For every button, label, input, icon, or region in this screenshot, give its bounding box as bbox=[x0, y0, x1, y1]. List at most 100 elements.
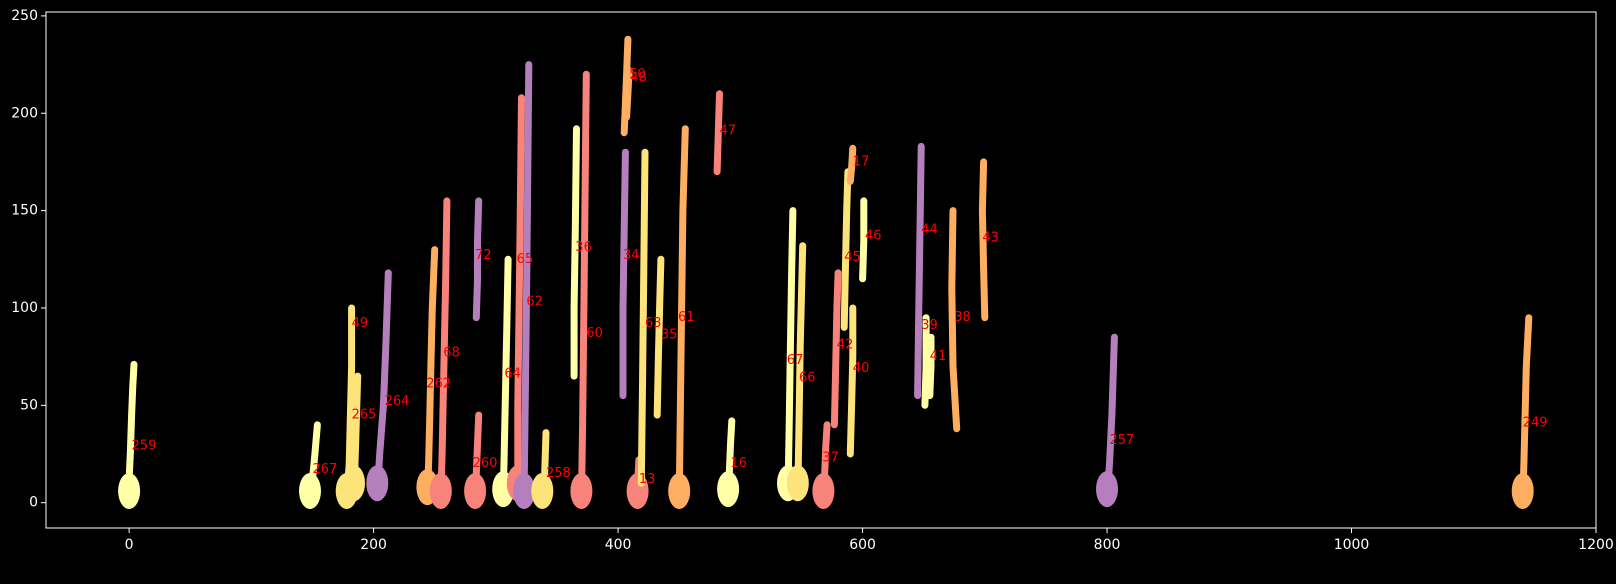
track-label: 34 bbox=[623, 248, 640, 263]
x-tick-label: 1000 bbox=[1334, 537, 1370, 553]
track-stroke bbox=[570, 125, 580, 380]
track-labels: 259 267 49 265 264 262 68 260 72 64 65 62 258 36 60 34 5… bbox=[132, 67, 1548, 487]
track-label: 40 bbox=[853, 361, 870, 376]
track-label: 16 bbox=[731, 456, 748, 471]
track-base bbox=[118, 473, 141, 509]
track-base bbox=[1096, 471, 1118, 508]
track-stroke bbox=[472, 197, 483, 322]
track-37 bbox=[812, 421, 835, 509]
track-stroke bbox=[926, 333, 935, 400]
y-tick-label: 250 bbox=[11, 8, 38, 24]
y-tick-label: 150 bbox=[11, 203, 38, 219]
track-stroke bbox=[830, 269, 842, 429]
track-63 bbox=[637, 148, 649, 487]
track-17 bbox=[846, 144, 857, 185]
track-base bbox=[668, 473, 691, 509]
track-stroke bbox=[921, 314, 930, 409]
track-label: 265 bbox=[352, 408, 377, 423]
track-40 bbox=[846, 304, 857, 458]
track-label: 68 bbox=[443, 345, 460, 360]
x-tick-label: 400 bbox=[605, 537, 632, 553]
track-stroke bbox=[499, 255, 512, 503]
track-label: 67 bbox=[787, 353, 804, 368]
track-257 bbox=[1096, 333, 1118, 508]
track-249 bbox=[1511, 314, 1534, 509]
track-stroke bbox=[514, 94, 525, 497]
x-tick-label: 600 bbox=[849, 537, 876, 553]
track-label: 42 bbox=[837, 338, 854, 353]
track-base bbox=[812, 473, 835, 509]
track-label: 35 bbox=[661, 328, 678, 343]
x-tick-label: 0 bbox=[125, 537, 134, 553]
track-label: 257 bbox=[1110, 433, 1135, 448]
track-label: 62 bbox=[526, 295, 543, 310]
track-label: 37 bbox=[822, 450, 839, 465]
track-label: 260 bbox=[473, 456, 498, 471]
track-base bbox=[299, 473, 321, 509]
track-stroke bbox=[713, 90, 723, 176]
track-34 bbox=[619, 148, 629, 400]
y-axis: 0 50 100 150 200 250 bbox=[11, 8, 46, 511]
track-base bbox=[570, 473, 593, 509]
track-label: 47 bbox=[720, 123, 737, 138]
y-tick-label: 200 bbox=[11, 105, 38, 121]
plot-frame bbox=[45, 11, 1597, 529]
track-39 bbox=[921, 314, 930, 409]
track-stroke bbox=[437, 197, 451, 505]
y-tick-label: 100 bbox=[11, 300, 38, 316]
track-44 bbox=[914, 142, 925, 400]
track-stroke bbox=[619, 148, 629, 400]
track-stroke bbox=[520, 61, 533, 505]
track-stroke bbox=[675, 125, 689, 505]
track-label: 65 bbox=[517, 252, 534, 267]
x-tick-label: 800 bbox=[1094, 537, 1121, 553]
track-label: 39 bbox=[921, 318, 938, 333]
track-base bbox=[786, 465, 809, 502]
track-label: 259 bbox=[132, 439, 157, 454]
track-68 bbox=[429, 197, 452, 509]
track-label: 49 bbox=[352, 316, 369, 331]
track-stroke bbox=[373, 269, 392, 497]
y-tick-label: 50 bbox=[20, 397, 38, 413]
track-259 bbox=[118, 360, 141, 509]
track-label: 72 bbox=[475, 248, 492, 263]
track-label: 36 bbox=[575, 240, 592, 255]
track-258 bbox=[531, 429, 554, 509]
track-stroke bbox=[846, 304, 857, 458]
track-36 bbox=[570, 125, 580, 380]
x-tick-label: 200 bbox=[360, 537, 387, 553]
track-264 bbox=[366, 269, 392, 502]
track-stroke bbox=[653, 255, 665, 419]
track-base bbox=[531, 473, 554, 509]
y-tick-label: 0 bbox=[29, 495, 38, 511]
track-stroke bbox=[794, 242, 807, 497]
track-label: 262 bbox=[426, 376, 451, 391]
track-stroke bbox=[914, 142, 925, 400]
x-axis: 0 200 400 600 800 1000 1200 bbox=[125, 528, 1614, 553]
track-stroke bbox=[859, 197, 868, 283]
track-62 bbox=[513, 61, 535, 509]
track-base bbox=[464, 473, 487, 509]
track-base bbox=[343, 465, 365, 502]
track-16 bbox=[717, 417, 740, 508]
track-stroke bbox=[637, 148, 649, 487]
track-marks bbox=[118, 35, 1534, 509]
track-45 bbox=[840, 168, 852, 331]
track-label: 48 bbox=[630, 71, 647, 86]
track-label: 61 bbox=[678, 310, 695, 325]
track-label: 249 bbox=[1523, 415, 1548, 430]
track-46 bbox=[859, 197, 868, 283]
track-43 bbox=[978, 158, 989, 322]
track-label: 41 bbox=[930, 349, 947, 364]
track-stroke bbox=[846, 144, 857, 185]
track-66 bbox=[786, 242, 809, 502]
track-base bbox=[366, 465, 389, 502]
track-stroke bbox=[623, 66, 633, 121]
track-label: 44 bbox=[921, 223, 938, 238]
x-tick-label: 1200 bbox=[1578, 537, 1614, 553]
track-label: 43 bbox=[982, 230, 999, 245]
track-47 bbox=[713, 90, 723, 176]
track-stroke bbox=[784, 207, 797, 497]
track-label: 50 bbox=[629, 67, 646, 82]
